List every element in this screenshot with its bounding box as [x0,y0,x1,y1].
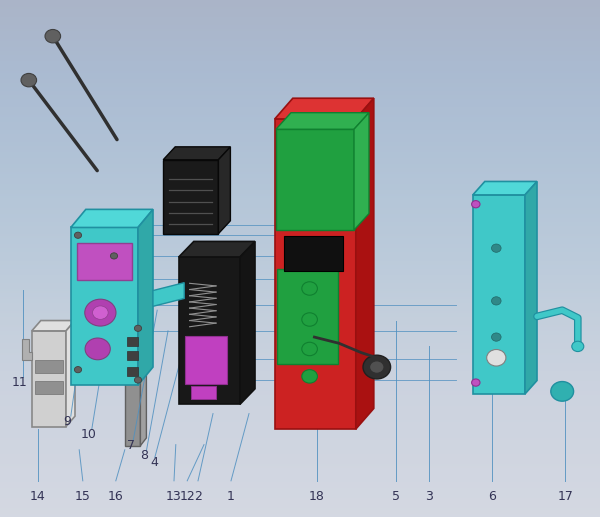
Text: 13: 13 [166,490,182,503]
Polygon shape [275,98,374,119]
Text: 8: 8 [140,449,148,463]
FancyBboxPatch shape [127,337,138,346]
Text: 10: 10 [81,428,97,441]
Text: 1: 1 [227,490,235,503]
Circle shape [302,282,317,295]
FancyBboxPatch shape [127,367,138,376]
Polygon shape [138,209,153,385]
Polygon shape [153,283,184,306]
Polygon shape [356,98,374,429]
Polygon shape [71,209,153,227]
Circle shape [85,338,110,360]
FancyBboxPatch shape [284,236,343,271]
Circle shape [472,201,480,208]
Text: 3: 3 [425,490,433,503]
Polygon shape [125,311,146,319]
FancyBboxPatch shape [179,257,240,404]
Circle shape [491,333,501,341]
FancyBboxPatch shape [127,351,138,360]
Text: 17: 17 [557,490,573,503]
Circle shape [370,361,384,373]
Circle shape [491,297,501,305]
FancyBboxPatch shape [276,129,354,230]
Polygon shape [218,147,230,234]
Polygon shape [240,241,255,404]
Circle shape [302,313,317,326]
Polygon shape [163,147,230,160]
Circle shape [472,379,480,386]
Polygon shape [354,113,369,230]
Text: 6: 6 [488,490,496,503]
Text: 7: 7 [127,439,135,452]
Circle shape [551,382,574,401]
Circle shape [74,232,82,238]
Text: 5: 5 [392,490,400,503]
Polygon shape [276,113,369,129]
FancyBboxPatch shape [185,336,227,384]
Circle shape [134,377,142,383]
Text: 18: 18 [309,490,325,503]
FancyBboxPatch shape [277,269,338,364]
Circle shape [487,349,506,366]
Text: 2: 2 [194,490,202,503]
Circle shape [572,341,584,352]
Text: 9: 9 [63,415,71,428]
Text: 4: 4 [151,456,159,469]
FancyBboxPatch shape [125,319,140,446]
Circle shape [21,73,37,87]
Circle shape [302,342,317,356]
FancyBboxPatch shape [473,195,525,394]
Text: 12: 12 [179,490,195,503]
FancyBboxPatch shape [275,119,356,429]
FancyBboxPatch shape [163,160,218,234]
FancyBboxPatch shape [32,331,66,427]
Circle shape [134,325,142,331]
Polygon shape [32,321,75,331]
Circle shape [92,306,108,320]
Circle shape [45,29,61,43]
Text: 11: 11 [11,376,27,389]
FancyBboxPatch shape [77,243,132,280]
Polygon shape [525,181,537,394]
Text: 14: 14 [30,490,46,503]
Polygon shape [473,181,537,195]
FancyBboxPatch shape [71,227,138,385]
Circle shape [85,299,116,326]
Circle shape [110,253,118,259]
Circle shape [363,355,391,379]
Circle shape [491,244,501,252]
Polygon shape [140,311,146,446]
FancyBboxPatch shape [191,386,216,399]
Circle shape [74,367,82,373]
Circle shape [302,370,317,383]
FancyBboxPatch shape [35,360,63,373]
Polygon shape [22,339,32,360]
Polygon shape [179,241,255,257]
Polygon shape [66,321,75,427]
Text: 16: 16 [108,490,124,503]
Text: 15: 15 [75,490,91,503]
FancyBboxPatch shape [35,381,63,394]
